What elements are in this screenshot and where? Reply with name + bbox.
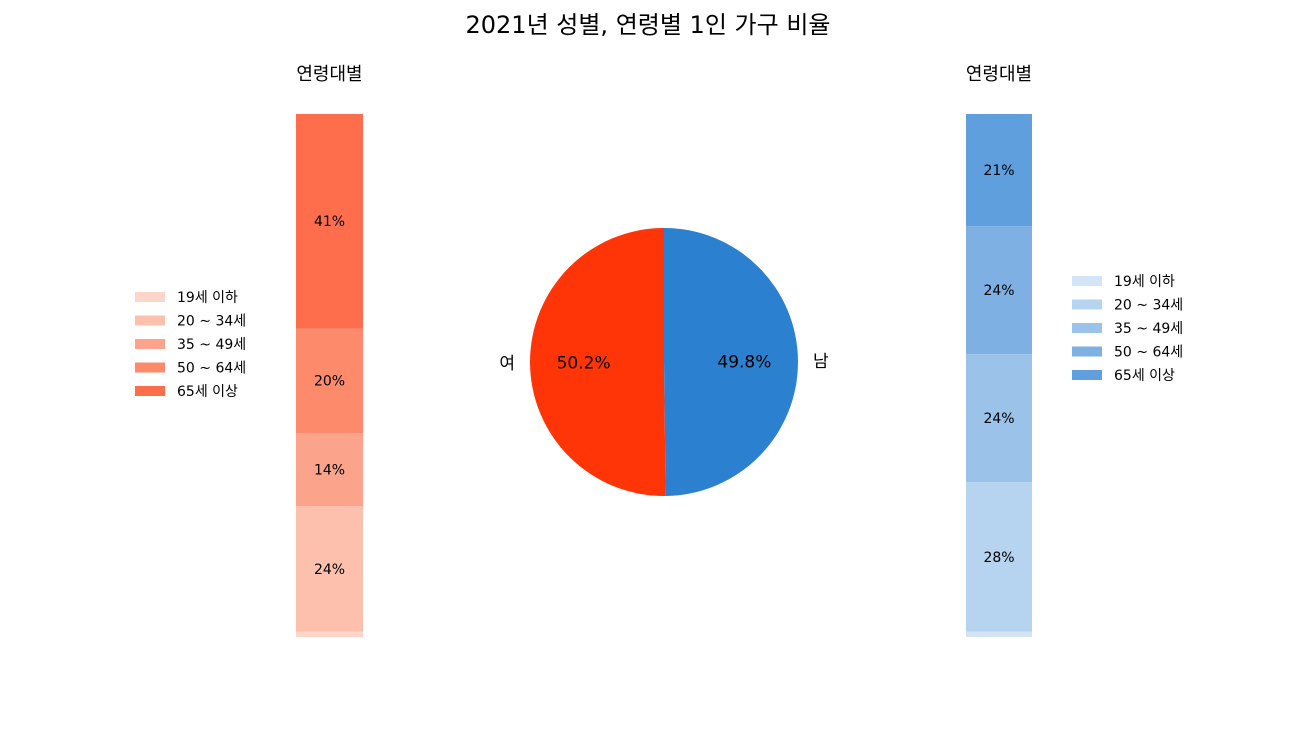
bar-segment-3 (296, 328, 363, 434)
bar-segment-0 (966, 631, 1032, 637)
pie-slice-1 (664, 228, 798, 496)
bar-segment-label-1: 24% (314, 562, 345, 578)
legend-swatch-4 (1072, 370, 1102, 380)
bar-segment-label-1: 28% (983, 550, 1014, 566)
legend-swatch-4 (135, 386, 165, 396)
pie-chart: 50.2% 여 49.8% 남 (499, 228, 829, 496)
legend-label-1: 20 ~ 34세 (177, 314, 246, 330)
female-legend: 19세 이하 20 ~ 34세 35 ~ 49세 50 ~ 64세 65세 이상 (135, 290, 246, 400)
legend-swatch-3 (135, 362, 165, 373)
bar-segment-label-2: 24% (983, 411, 1014, 427)
legend-label-3: 50 ~ 64세 (177, 361, 246, 377)
legend-swatch-1 (135, 315, 165, 326)
chart-title: 2021년 성별, 연령별 1인 가구 비율 (465, 11, 830, 39)
legend-label-0: 19세 이하 (177, 290, 238, 306)
legend-label-0: 19세 이하 (1114, 274, 1175, 290)
legend-swatch-0 (1072, 276, 1102, 286)
legend-label-4: 65세 이상 (177, 384, 238, 400)
bar-segment-0 (296, 631, 363, 637)
bar-segment-label-4: 41% (314, 214, 345, 230)
bar-segment-label-3: 20% (314, 374, 345, 390)
male-age-bar: 1%28%24%24%21%연령대별 (966, 64, 1032, 637)
pie-pct-label-1: 49.8% (717, 352, 771, 372)
bar-subtitle: 연령대별 (966, 64, 1032, 85)
female-age-bar: 1%24%14%20%41%연령대별 (296, 64, 363, 637)
bar-segment-1 (966, 482, 1032, 632)
bar-segment-1 (296, 506, 363, 632)
bar-segment-2 (296, 433, 363, 507)
legend-swatch-0 (135, 292, 165, 302)
legend-swatch-2 (135, 339, 165, 349)
pie-category-label-1: 남 (813, 352, 829, 372)
bar-segment-label-4: 21% (983, 163, 1014, 179)
legend-swatch-3 (1072, 346, 1102, 357)
legend-label-3: 50 ~ 64세 (1114, 345, 1183, 361)
pie-category-label-0: 여 (499, 354, 515, 374)
bar-segment-label-3: 24% (983, 283, 1014, 299)
legend-label-2: 35 ~ 49세 (1114, 321, 1183, 337)
legend-label-2: 35 ~ 49세 (177, 337, 246, 353)
bar-segment-4 (296, 114, 363, 329)
male-legend: 19세 이하 20 ~ 34세 35 ~ 49세 50 ~ 64세 65세 이상 (1072, 274, 1183, 384)
bar-segment-3 (966, 226, 1032, 355)
pie-slice-0 (529, 228, 666, 496)
legend-label-4: 65세 이상 (1114, 368, 1175, 384)
legend-swatch-1 (1072, 299, 1102, 310)
bar-segment-label-2: 14% (314, 463, 345, 479)
bar-segment-2 (966, 354, 1032, 483)
bar-segment-4 (966, 114, 1032, 227)
legend-swatch-2 (1072, 323, 1102, 333)
legend-label-1: 20 ~ 34세 (1114, 298, 1183, 314)
bar-subtitle: 연령대별 (296, 64, 362, 85)
pie-pct-label-0: 50.2% (557, 354, 611, 374)
